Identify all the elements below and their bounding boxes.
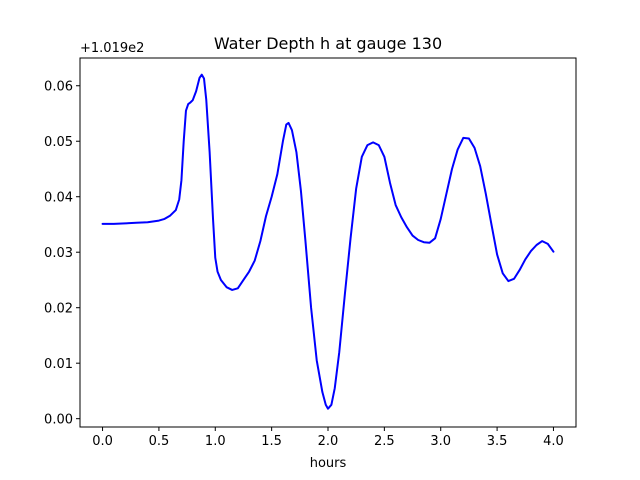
y-tick-label: 0.03 [44,246,73,261]
x-axis: 0.0 0.5 1.0 1.5 2.0 2.5 3.0 3.5 4.0 [92,427,564,449]
x-tick-label: 1.0 [205,434,226,449]
y-tick-label: 0.00 [44,413,73,428]
y-tick-label: 0.06 [44,80,73,95]
x-tick-label: 3.5 [487,434,508,449]
x-tick-label: 2.0 [318,434,339,449]
y-tick-label: 0.02 [44,302,73,317]
y-tick-label: 0.04 [44,191,73,206]
x-tick-label: 4.0 [543,434,564,449]
series-line-0 [101,73,555,410]
x-tick-label: 0.0 [92,434,113,449]
y-axis: 0.00 0.01 0.02 0.03 0.04 0.05 0.06 [44,80,80,428]
x-tick-label: 3.0 [430,434,451,449]
x-tick-label: 1.5 [261,434,282,449]
plot-layer [101,73,555,410]
chart-title: Water Depth h at gauge 130 [214,34,442,53]
y-tick-label: 0.01 [44,357,73,372]
x-tick-label: 2.5 [374,434,395,449]
y-offset-label: +1.019e2 [80,41,144,56]
x-tick-label: 0.5 [149,434,170,449]
x-axis-label: hours [310,456,347,471]
y-tick-label: 0.05 [44,135,73,150]
